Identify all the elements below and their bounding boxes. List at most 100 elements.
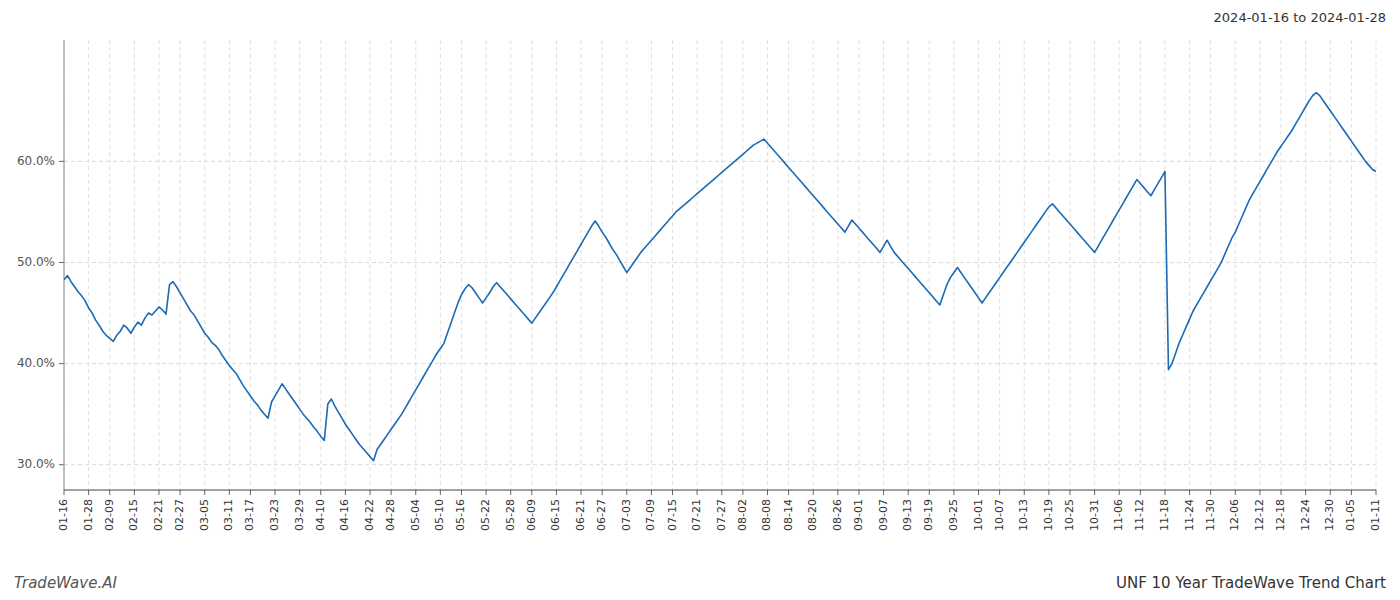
x-grid-line [767, 40, 768, 490]
x-tick-label: 10-31 [1088, 499, 1101, 531]
x-tick-label: 12-06 [1228, 499, 1241, 531]
x-tick-label: 04-22 [363, 499, 376, 531]
x-tick-label: 08-14 [782, 499, 795, 531]
x-tick [320, 490, 321, 495]
x-tick [672, 490, 673, 495]
x-tick-label: 06-15 [549, 499, 562, 531]
x-tick-label: 11-24 [1183, 499, 1196, 531]
x-tick-label: 05-22 [479, 499, 492, 531]
x-grid-line [721, 40, 722, 490]
x-tick [1210, 490, 1211, 495]
x-tick-label: 11-06 [1112, 499, 1125, 531]
x-tick [858, 490, 859, 495]
x-tick-label: 05-10 [433, 499, 446, 531]
chart: 30.0%40.0%50.0%60.0%01-1601-2802-0902-15… [0, 0, 1400, 600]
x-grid-line [440, 40, 441, 490]
title: UNF 10 Year TradeWave Trend Chart [1116, 574, 1386, 592]
y-grid-line [64, 262, 1376, 263]
x-grid-line [486, 40, 487, 490]
x-tick-label: 11-30 [1204, 499, 1217, 531]
x-grid-line [953, 40, 954, 490]
x-grid-line [626, 40, 627, 490]
x-tick-label: 10-13 [1017, 499, 1030, 531]
x-tick [813, 490, 814, 495]
trend-line [64, 93, 1376, 461]
x-tick-label: 05-16 [454, 499, 467, 531]
x-tick [510, 490, 511, 495]
x-tick-label: 12-12 [1253, 499, 1266, 531]
x-grid-line [1048, 40, 1049, 490]
x-tick [158, 490, 159, 495]
x-tick-label: 03-23 [268, 499, 281, 531]
x-grid-line [1189, 40, 1190, 490]
x-grid-line [602, 40, 603, 490]
x-tick-label: 07-15 [666, 499, 679, 531]
x-tick-label: 09-25 [947, 499, 960, 531]
y-tick [59, 262, 64, 263]
x-tick-label: 09-13 [901, 499, 914, 531]
x-tick [64, 490, 65, 495]
x-grid-line [1235, 40, 1236, 490]
x-tick [1189, 490, 1190, 495]
subtitle: 2024-01-16 to 2024-01-28 [1214, 10, 1386, 25]
x-grid-line [415, 40, 416, 490]
x-grid-line [88, 40, 89, 490]
x-tick-label: 09-07 [877, 499, 890, 531]
x-grid-line [581, 40, 582, 490]
x-grid-line [697, 40, 698, 490]
x-tick-label: 10-25 [1063, 499, 1076, 531]
x-tick-label: 03-17 [243, 499, 256, 531]
x-grid-line [1024, 40, 1025, 490]
axes: 30.0%40.0%50.0%60.0%01-1601-2802-0902-15… [17, 40, 1382, 531]
x-tick [415, 490, 416, 495]
x-grid-line [158, 40, 159, 490]
x-tick-label: 07-09 [644, 499, 657, 531]
x-tick-label: 03-05 [198, 499, 211, 531]
x-tick-label: 01-11 [1369, 499, 1382, 531]
x-tick [953, 490, 954, 495]
x-tick-label: 11-18 [1158, 499, 1171, 531]
x-tick [1305, 490, 1306, 495]
x-tick [109, 490, 110, 495]
x-grid-line [1140, 40, 1141, 490]
y-tick [59, 363, 64, 364]
y-tick-label: 30.0% [17, 457, 55, 471]
x-tick-label: 01-16 [57, 499, 70, 531]
x-tick [134, 490, 135, 495]
x-tick [1330, 490, 1331, 495]
x-tick [250, 490, 251, 495]
x-tick-label: 06-21 [574, 499, 587, 531]
x-grid-line [299, 40, 300, 490]
x-tick-label: 09-19 [922, 499, 935, 531]
plot-area [64, 93, 1376, 461]
x-tick-label: 07-21 [690, 499, 703, 531]
x-tick [88, 490, 89, 495]
x-tick [742, 490, 743, 495]
x-grid-line [461, 40, 462, 490]
x-grid-line [531, 40, 532, 490]
x-grid-line [229, 40, 230, 490]
y-grid-line [64, 363, 1376, 364]
x-tick [229, 490, 230, 495]
x-tick [461, 490, 462, 495]
x-tick-label: 02-27 [173, 499, 186, 531]
x-tick-label: 06-09 [525, 499, 538, 531]
x-tick [1069, 490, 1070, 495]
x-grid-line [908, 40, 909, 490]
x-grid-line [813, 40, 814, 490]
x-grid-line [1210, 40, 1211, 490]
x-tick-label: 02-21 [152, 499, 165, 531]
x-tick-label: 02-09 [103, 499, 116, 531]
x-tick-label: 05-04 [409, 499, 422, 531]
x-tick-label: 08-20 [806, 499, 819, 531]
x-grid-line [510, 40, 511, 490]
x-tick-label: 08-08 [760, 499, 773, 531]
x-tick [651, 490, 652, 495]
x-tick [1235, 490, 1236, 495]
x-grid-line [320, 40, 321, 490]
x-tick-label: 12-24 [1299, 499, 1312, 531]
y-tick-label: 60.0% [17, 154, 55, 168]
x-tick [1119, 490, 1120, 495]
x-grid-line [1376, 40, 1377, 490]
y-axis-line [64, 40, 65, 490]
